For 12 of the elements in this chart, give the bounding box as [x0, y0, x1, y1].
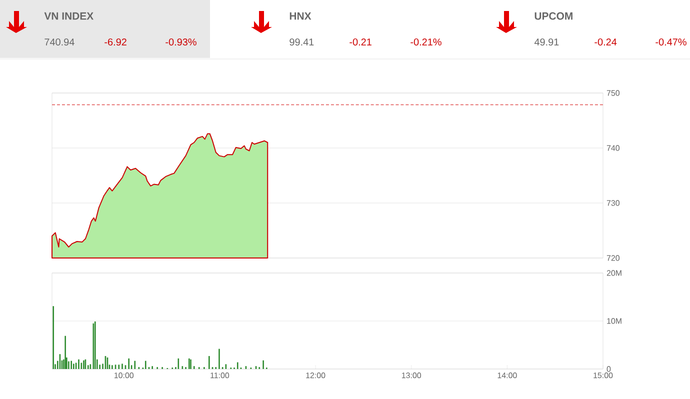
- category-label: VN INDEX: [44, 12, 94, 20]
- text: -0.24: [594, 38, 617, 46]
- text: 99.41: [290, 38, 314, 46]
- text: -0.93%: [166, 38, 196, 46]
- text: 740.94: [44, 38, 74, 46]
- category-label: HNX: [290, 12, 312, 20]
- text: -0.21: [350, 38, 372, 46]
- category-label: UPCOM: [534, 12, 572, 20]
- text: 49.91: [534, 38, 559, 46]
- text: -0.47%: [656, 38, 686, 46]
- text: -6.92: [104, 38, 126, 46]
- text: -0.21%: [410, 38, 442, 46]
